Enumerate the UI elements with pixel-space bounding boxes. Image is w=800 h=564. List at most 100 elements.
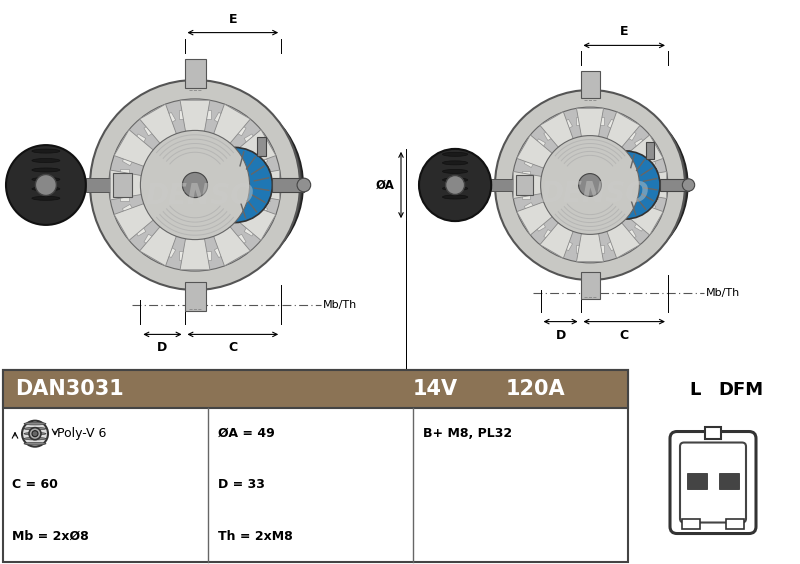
Bar [214, 234, 246, 258]
FancyBboxPatch shape [680, 443, 746, 522]
Polygon shape [237, 130, 276, 166]
Polygon shape [607, 112, 640, 147]
Bar [705, 426, 721, 439]
Text: Mb/Th: Mb/Th [706, 288, 740, 298]
Bar [646, 142, 654, 159]
Text: D: D [555, 329, 566, 342]
Text: D = 33: D = 33 [218, 478, 265, 491]
Bar [607, 119, 636, 140]
Bar [522, 171, 530, 199]
Text: ØA = 49: ØA = 49 [218, 427, 274, 440]
Text: C: C [620, 329, 629, 342]
Bar [607, 230, 636, 251]
Bar [244, 204, 268, 236]
Ellipse shape [32, 196, 60, 200]
Circle shape [510, 104, 670, 266]
Bar [524, 202, 546, 231]
Circle shape [109, 99, 281, 271]
Polygon shape [214, 104, 250, 143]
Bar [491, 179, 519, 191]
Bar [3, 370, 628, 408]
Bar [581, 71, 599, 98]
Bar [544, 119, 573, 140]
Text: C = 60: C = 60 [12, 478, 58, 491]
Bar [261, 169, 270, 201]
Circle shape [419, 149, 491, 221]
Polygon shape [214, 227, 250, 266]
Polygon shape [577, 108, 603, 136]
Bar [257, 137, 266, 156]
Bar [122, 134, 146, 166]
Polygon shape [517, 202, 552, 235]
Circle shape [578, 174, 602, 196]
Text: Poly-V 6: Poly-V 6 [57, 427, 106, 440]
Polygon shape [628, 202, 663, 235]
Polygon shape [140, 227, 176, 266]
Circle shape [141, 130, 250, 240]
Circle shape [29, 428, 41, 440]
Ellipse shape [442, 195, 468, 199]
FancyBboxPatch shape [670, 431, 756, 534]
Polygon shape [237, 204, 276, 240]
Bar [185, 281, 206, 311]
Circle shape [592, 151, 660, 219]
Ellipse shape [442, 169, 468, 173]
Polygon shape [180, 239, 210, 270]
Bar [122, 204, 146, 236]
Bar [86, 178, 116, 192]
Circle shape [106, 96, 284, 274]
Bar [516, 174, 533, 196]
Ellipse shape [32, 149, 60, 153]
Circle shape [446, 175, 465, 195]
Bar [244, 134, 268, 166]
Ellipse shape [24, 433, 46, 435]
Text: Th = 2xM8: Th = 2xM8 [218, 530, 293, 543]
Polygon shape [514, 171, 542, 199]
Text: B+: B+ [662, 144, 679, 154]
Polygon shape [114, 130, 153, 166]
Bar [185, 59, 206, 89]
Polygon shape [577, 233, 603, 262]
Text: B+: B+ [274, 141, 291, 151]
Circle shape [118, 92, 303, 277]
Text: B+ M8, PL32: B+ M8, PL32 [423, 427, 512, 440]
Text: DAN3031: DAN3031 [15, 379, 124, 399]
Circle shape [35, 174, 56, 196]
Text: C: C [228, 341, 238, 354]
Bar [581, 272, 599, 299]
Text: DENSO: DENSO [146, 182, 254, 209]
Bar [144, 234, 176, 258]
Polygon shape [540, 112, 573, 147]
Polygon shape [607, 223, 640, 258]
Polygon shape [110, 170, 142, 200]
Text: Mb/Th: Mb/Th [323, 299, 358, 310]
Bar [272, 178, 304, 192]
Circle shape [90, 80, 300, 290]
Circle shape [682, 179, 694, 191]
Text: DFM: DFM [718, 381, 763, 399]
Bar [179, 110, 210, 119]
Bar [120, 169, 129, 201]
Text: 120A: 120A [505, 379, 565, 399]
Bar [113, 174, 132, 196]
Ellipse shape [24, 442, 46, 445]
Circle shape [495, 90, 685, 280]
Bar [687, 473, 707, 488]
Ellipse shape [24, 428, 46, 430]
Circle shape [6, 145, 86, 225]
Text: Mb = 2xØ8: Mb = 2xØ8 [12, 530, 89, 543]
Ellipse shape [32, 168, 60, 172]
Bar [634, 139, 656, 168]
Bar [576, 117, 604, 125]
Bar [634, 202, 656, 231]
Text: E: E [620, 25, 629, 38]
Text: D: D [158, 341, 167, 354]
Bar [576, 245, 604, 253]
Circle shape [198, 148, 272, 222]
Circle shape [512, 107, 668, 263]
Wedge shape [235, 148, 272, 222]
Ellipse shape [442, 178, 468, 182]
Bar [726, 518, 744, 528]
Bar [144, 112, 176, 136]
Bar [214, 112, 246, 136]
